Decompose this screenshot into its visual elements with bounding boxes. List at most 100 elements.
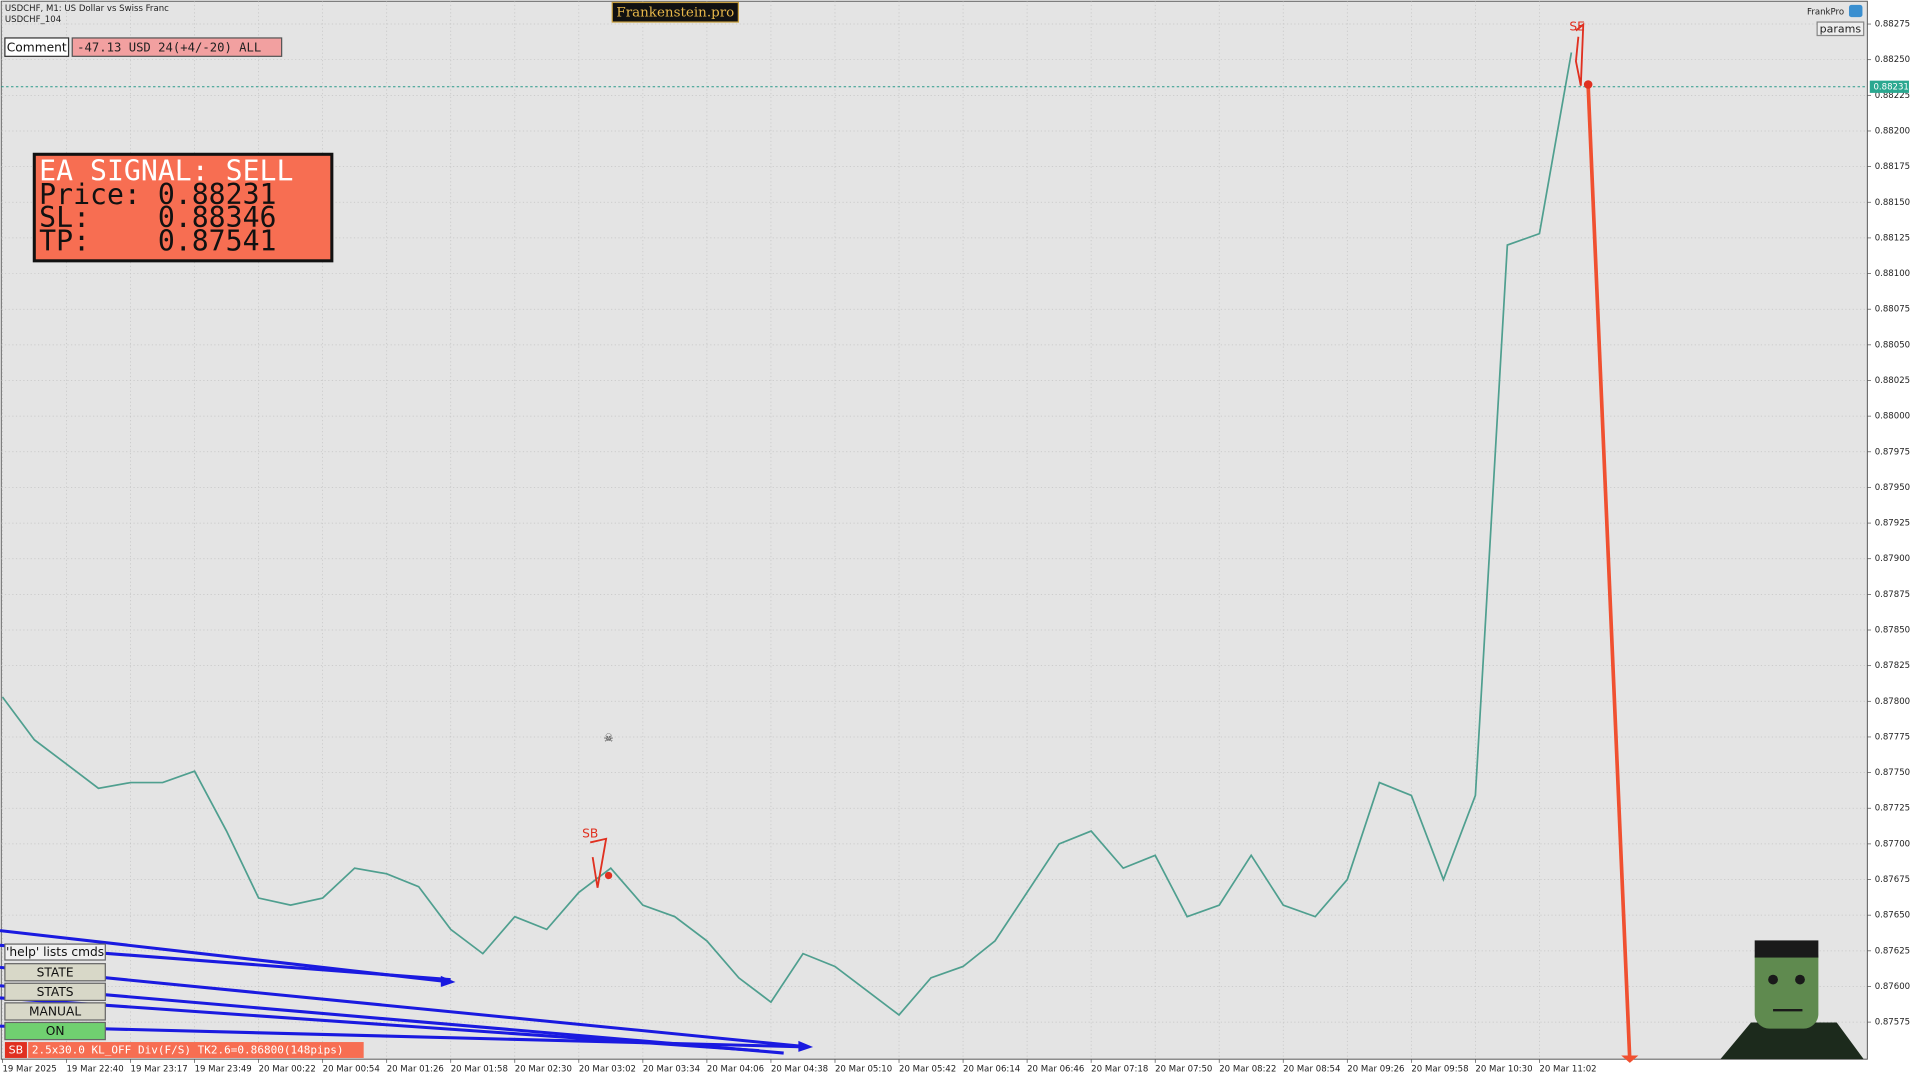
x-tick-label: 20 Mar 09:58 (1411, 1064, 1468, 1074)
price-plot (1, 52, 1868, 1017)
y-tick-label: 0.87875 (1875, 590, 1910, 600)
skull-icon: ☠ (604, 731, 614, 744)
x-tick-label: 20 Mar 01:58 (451, 1064, 508, 1074)
banner-box (611, 1, 739, 23)
se-shape (1574, 22, 1585, 86)
x-tick-label: 20 Mar 00:54 (323, 1064, 380, 1074)
y-tick-label: 0.87825 (1875, 661, 1910, 671)
y-tick-label: 0.88050 (1875, 340, 1910, 350)
symbol-title: USDCHF, M1: US Dollar vs Swiss Franc (5, 4, 169, 14)
x-tick-label: 20 Mar 09:26 (1347, 1064, 1404, 1074)
grid (1, 1, 1868, 1060)
help-button[interactable] (4, 943, 106, 961)
y-tick-label: 0.87575 (1875, 1018, 1910, 1028)
mascot (1720, 940, 1864, 1060)
y-tick-label: 0.88175 (1875, 162, 1910, 172)
price-line (1, 52, 1573, 1017)
x-tick-label: 20 Mar 01:26 (387, 1064, 444, 1074)
mascot-hair (1754, 940, 1819, 958)
x-tick-label: 20 Mar 04:38 (771, 1064, 828, 1074)
x-tick-label: 20 Mar 03:34 (643, 1064, 700, 1074)
brand: FrankPro (1807, 8, 1844, 18)
brand-icon (1848, 4, 1863, 18)
y-tick-label: 0.87850 (1875, 626, 1910, 636)
params-button[interactable] (1816, 21, 1865, 37)
comment-label: Comment (7, 40, 67, 54)
mascot-face (1754, 942, 1819, 1029)
x-tick-label: 20 Mar 04:06 (707, 1064, 764, 1074)
y-tick-label: 0.88150 (1875, 198, 1910, 208)
signal-tp: TP: 0.87541 (39, 224, 276, 257)
on-button[interactable] (4, 1021, 106, 1041)
x-tick-label: 20 Mar 05:42 (899, 1064, 956, 1074)
stats-label: STATS (37, 985, 74, 999)
x-tick-label: 19 Mar 23:49 (195, 1064, 252, 1074)
comment-value-box (71, 37, 283, 57)
x-tick-label: 20 Mar 10:30 (1475, 1064, 1532, 1074)
signal-sl: SL: 0.88346 (39, 201, 276, 234)
current-price-label: 0.88231 (1873, 82, 1908, 92)
signal-title: EA SIGNAL: SELL (39, 155, 293, 188)
on-label: ON (46, 1024, 65, 1038)
sb-shape (589, 837, 608, 888)
y-tick-label: 0.87800 (1875, 697, 1910, 707)
signal-price: Price: 0.88231 (39, 178, 276, 211)
x-tick-label: 19 Mar 23:17 (131, 1064, 188, 1074)
y-tick-label: 0.87975 (1875, 447, 1910, 457)
x-tick-label: 19 Mar 22:40 (66, 1064, 123, 1074)
x-tick-label: 20 Mar 00:22 (259, 1064, 316, 1074)
signal-box (32, 152, 334, 263)
x-tick-label: 20 Mar 03:02 (579, 1064, 636, 1074)
arrow (0, 965, 809, 1049)
x-tick-label: 20 Mar 06:46 (1027, 1064, 1084, 1074)
marker-se: SE (1569, 19, 1585, 33)
y-tick-label: 0.87725 (1875, 804, 1910, 814)
x-tick-label: 20 Mar 02:30 (515, 1064, 572, 1074)
marker-sb: SB (582, 826, 598, 840)
x-tick-label: 20 Mar 11:02 (1539, 1064, 1596, 1074)
x-tick-label: 20 Mar 08:54 (1283, 1064, 1340, 1074)
state-label: STATE (37, 965, 74, 979)
mascot-eye (1795, 974, 1805, 985)
status-box (28, 1042, 364, 1058)
comment-value: -47.13 USD 24(+4/-20) ALL (77, 40, 261, 54)
help-label: 'help' lists cmds (6, 945, 104, 959)
status-tag-box (4, 1042, 27, 1058)
sell-arrowhead (1621, 1055, 1639, 1063)
manual-label: MANUAL (29, 1005, 81, 1019)
y-tick-label: 0.87950 (1875, 483, 1910, 493)
params-label: params (1820, 22, 1862, 35)
status-tag: SB (9, 1044, 24, 1057)
manual-button[interactable] (4, 1002, 106, 1021)
y-tick-label: 0.88275 (1875, 20, 1910, 30)
y-tick-label: 0.88225 (1875, 91, 1910, 101)
y-tick-label: 0.87775 (1875, 732, 1910, 742)
stats-button[interactable] (4, 982, 106, 1002)
arrowhead (440, 975, 456, 987)
y-tick-label: 0.88200 (1875, 126, 1910, 136)
mascot-body (1720, 1022, 1864, 1060)
y-tick-label: 0.87700 (1875, 839, 1910, 849)
y-tick-label: 0.88100 (1875, 269, 1910, 279)
comment-label-box (4, 37, 70, 57)
x-tick-label: 20 Mar 07:50 (1155, 1064, 1212, 1074)
y-tick-label: 0.87925 (1875, 519, 1910, 529)
current-price-tag (1869, 80, 1909, 93)
y-tick-label: 0.87650 (1875, 911, 1910, 921)
sb-dot (604, 871, 613, 880)
banner: Frankenstein.pro (616, 5, 734, 20)
y-tick-label: 0.87600 (1875, 982, 1910, 992)
y-tick-label: 0.87625 (1875, 946, 1910, 956)
sell-trajectory (1586, 85, 1632, 1061)
status-text: 2.5x30.0 KL_OFF Div(F/S) TK2.6=0.86800(1… (32, 1044, 344, 1057)
state-button[interactable] (4, 963, 106, 982)
y-tick-label: 0.88125 (1875, 233, 1910, 243)
x-tick-label: 20 Mar 06:14 (963, 1064, 1020, 1074)
template-name: USDCHF_104 (5, 15, 61, 25)
y-tick-label: 0.88000 (1875, 412, 1910, 422)
x-tick-label: 20 Mar 08:22 (1219, 1064, 1276, 1074)
arrow (0, 996, 760, 1053)
x-tick-label: 20 Mar 05:10 (835, 1064, 892, 1074)
